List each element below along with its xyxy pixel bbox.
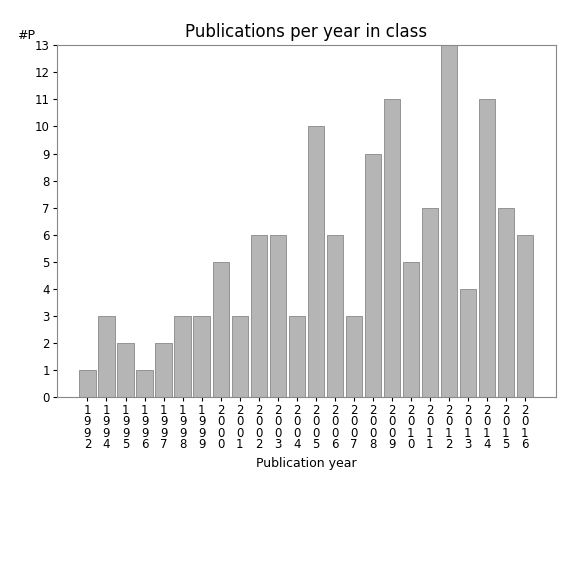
- Bar: [117, 343, 134, 397]
- Text: #P: #P: [17, 29, 35, 42]
- Bar: [79, 370, 96, 397]
- Bar: [384, 99, 400, 397]
- Bar: [346, 316, 362, 397]
- X-axis label: Publication year: Publication year: [256, 457, 357, 470]
- Bar: [213, 262, 229, 397]
- Bar: [175, 316, 191, 397]
- Bar: [403, 262, 419, 397]
- Bar: [269, 235, 286, 397]
- Bar: [308, 126, 324, 397]
- Bar: [251, 235, 266, 397]
- Bar: [137, 370, 153, 397]
- Bar: [441, 45, 457, 397]
- Bar: [155, 343, 172, 397]
- Bar: [327, 235, 343, 397]
- Bar: [422, 208, 438, 397]
- Bar: [479, 99, 495, 397]
- Bar: [289, 316, 304, 397]
- Bar: [517, 235, 533, 397]
- Bar: [231, 316, 248, 397]
- Bar: [99, 316, 115, 397]
- Bar: [460, 289, 476, 397]
- Bar: [365, 154, 381, 397]
- Bar: [498, 208, 514, 397]
- Title: Publications per year in class: Publications per year in class: [185, 23, 428, 41]
- Bar: [193, 316, 210, 397]
